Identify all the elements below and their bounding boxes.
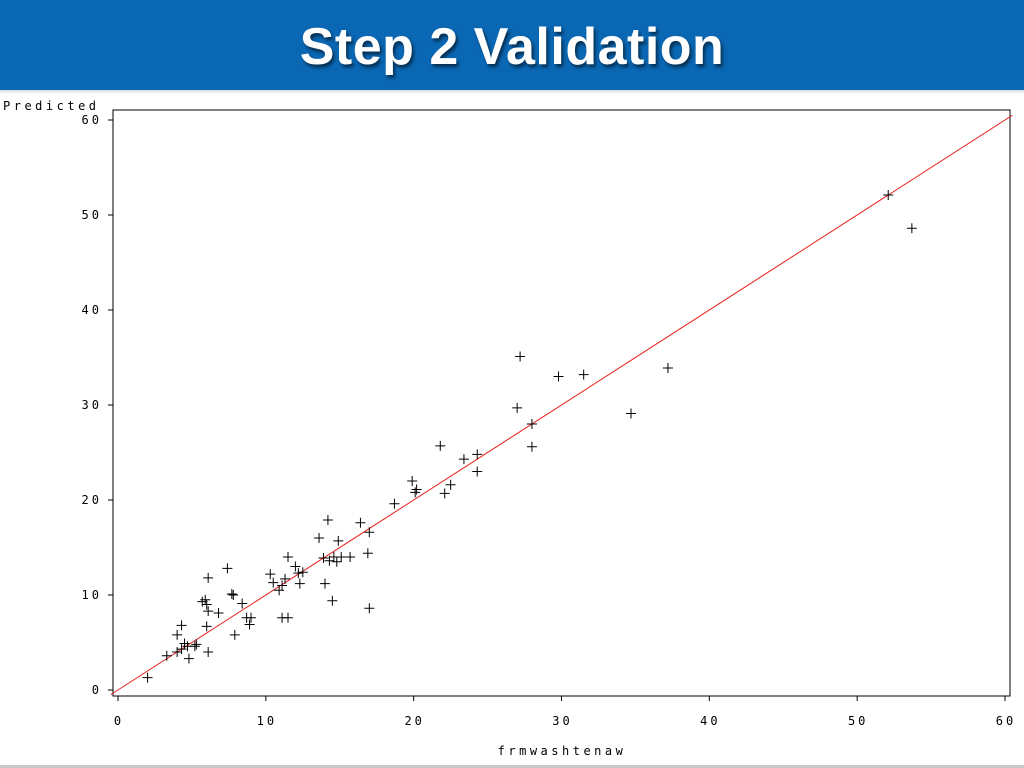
data-point xyxy=(283,552,294,562)
data-point xyxy=(553,371,564,382)
x-tick-label: 60 xyxy=(996,714,1016,728)
data-point xyxy=(246,612,257,623)
data-point xyxy=(203,572,214,583)
data-point xyxy=(883,190,894,201)
data-point xyxy=(526,419,537,429)
data-point xyxy=(512,402,523,413)
data-point xyxy=(277,580,288,591)
data-point xyxy=(222,563,233,574)
x-tick-label: 30 xyxy=(552,714,572,728)
data-point xyxy=(229,629,240,640)
data-point xyxy=(179,638,190,649)
data-point xyxy=(336,552,347,562)
reference-line xyxy=(110,114,1013,696)
data-point xyxy=(327,595,338,606)
data-point xyxy=(213,608,224,619)
y-tick-label: 10 xyxy=(82,588,102,602)
data-point xyxy=(226,589,237,600)
plot-frame xyxy=(112,109,1011,697)
y-axis: 0 10 20 30 40 50 60 xyxy=(82,113,113,697)
y-tick-label: 30 xyxy=(82,398,102,412)
data-point xyxy=(355,517,366,528)
data-point xyxy=(172,647,183,657)
data-point xyxy=(290,561,301,572)
data-point xyxy=(906,223,917,234)
data-point xyxy=(294,578,305,589)
data-point xyxy=(268,577,279,588)
title-bar: Step 2 Validation xyxy=(0,0,1024,90)
x-tick-label: 40 xyxy=(700,714,720,728)
x-tick-label: 20 xyxy=(404,714,424,728)
data-point xyxy=(293,568,304,579)
data-point xyxy=(333,535,344,546)
data-point xyxy=(389,498,400,509)
data-point xyxy=(161,650,172,661)
data-point xyxy=(407,476,418,486)
data-point xyxy=(439,488,450,499)
data-point xyxy=(283,612,294,623)
data-point xyxy=(319,578,330,589)
data-point xyxy=(662,362,673,373)
data-point xyxy=(197,596,208,607)
x-tick-label: 0 xyxy=(114,714,124,728)
data-point xyxy=(472,449,483,460)
data-point xyxy=(472,466,483,477)
data-point xyxy=(201,621,212,632)
data-point xyxy=(435,440,446,451)
y-axis-label: Predicted xyxy=(3,99,100,113)
data-point xyxy=(362,548,373,559)
data-point xyxy=(280,573,291,584)
data-point xyxy=(201,599,212,610)
data-point xyxy=(172,629,183,640)
y-tick-label: 0 xyxy=(92,683,102,697)
data-point xyxy=(228,590,239,600)
data-point xyxy=(200,594,211,605)
data-point xyxy=(515,351,526,362)
x-axis: 0 10 20 30 40 50 60 xyxy=(114,696,1016,728)
data-point xyxy=(625,408,636,419)
data-point xyxy=(364,603,375,614)
slide-bottom-border xyxy=(0,765,1024,768)
slide-title: Step 2 Validation xyxy=(299,18,725,76)
title-underline xyxy=(0,90,1024,94)
data-point xyxy=(274,585,285,596)
x-tick-label: 10 xyxy=(257,714,277,728)
data-point xyxy=(578,369,589,380)
data-point xyxy=(526,441,537,452)
data-point xyxy=(203,606,214,617)
data-point xyxy=(314,533,325,543)
x-tick-label: 50 xyxy=(848,714,868,728)
data-point xyxy=(142,672,153,683)
x-axis-label: frmwashtenaw xyxy=(498,744,627,758)
y-tick-label: 20 xyxy=(82,493,102,507)
y-tick-label: 60 xyxy=(82,113,102,127)
data-point xyxy=(411,484,422,495)
data-point xyxy=(189,641,200,652)
data-point xyxy=(458,454,469,465)
data-point xyxy=(244,619,255,630)
y-tick-label: 50 xyxy=(82,208,102,222)
data-point xyxy=(410,487,421,498)
data-point xyxy=(297,567,308,578)
data-point xyxy=(445,479,456,490)
data-point xyxy=(183,653,194,664)
data-point xyxy=(237,598,248,609)
data-point xyxy=(322,514,333,525)
data-point xyxy=(176,644,187,655)
data-point xyxy=(345,552,356,562)
data-point xyxy=(191,639,202,650)
data-point xyxy=(176,620,187,631)
data-point xyxy=(265,569,276,580)
data-point xyxy=(364,527,375,538)
data-points xyxy=(142,190,917,683)
data-point xyxy=(318,552,329,563)
data-point xyxy=(331,556,342,567)
y-tick-label: 40 xyxy=(82,303,102,317)
data-point xyxy=(203,647,214,657)
